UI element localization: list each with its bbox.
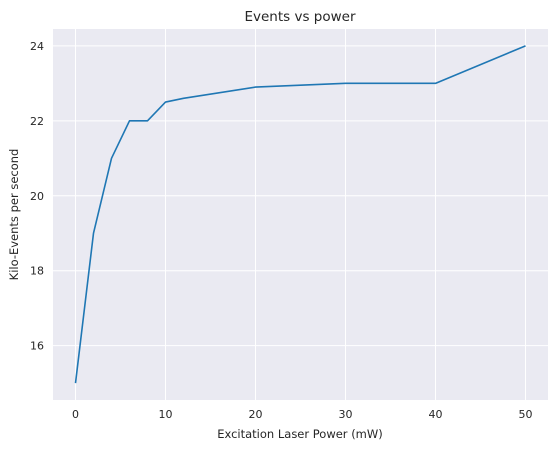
x-tick-labels: 0 10 20 30 40 50: [72, 408, 533, 421]
y-tick-labels: 16 18 20 22 24: [30, 40, 44, 353]
y-axis-label: Kilo-Events per second: [7, 149, 21, 281]
x-gridlines: [75, 29, 526, 400]
x-tick-label: 20: [249, 408, 263, 421]
y-tick-label: 24: [30, 40, 44, 53]
y-tick-label: 18: [30, 265, 44, 278]
y-tick-label: 16: [30, 340, 44, 353]
y-tick-label: 22: [30, 115, 44, 128]
x-tick-label: 50: [519, 408, 533, 421]
y-tick-label: 20: [30, 190, 44, 203]
series-line: [74, 45, 526, 384]
x-tick-label: 10: [159, 408, 173, 421]
x-tick-label: 0: [72, 408, 79, 421]
x-tick-label: 30: [339, 408, 353, 421]
x-tick-label: 40: [429, 408, 443, 421]
chart-title: Events vs power: [244, 9, 355, 25]
plot-area: [53, 29, 548, 400]
y-gridlines: [53, 45, 548, 347]
x-axis-label: Excitation Laser Power (mW): [217, 427, 383, 441]
